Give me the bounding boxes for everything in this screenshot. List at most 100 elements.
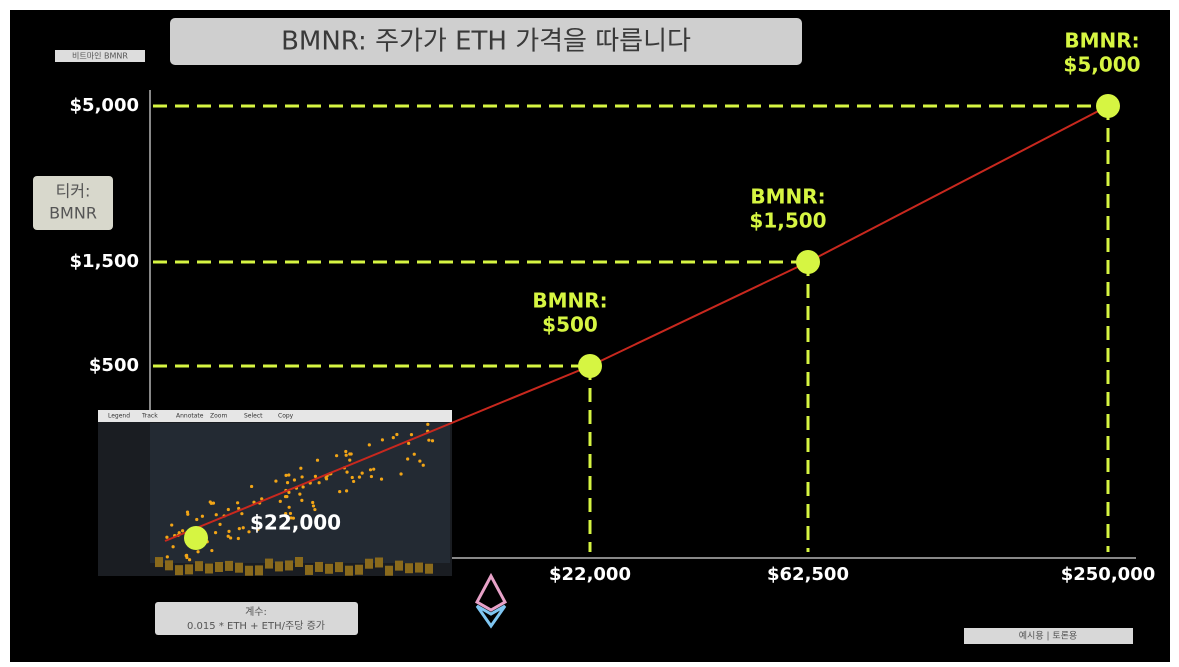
- inset-hist: [295, 556, 303, 567]
- inset-dot: [315, 458, 320, 462]
- inset-dot: [399, 472, 403, 476]
- inset-dot: [406, 457, 410, 461]
- inset-hist: [305, 564, 313, 575]
- inset-hist: [155, 557, 163, 568]
- inset-toolbar: [98, 410, 452, 422]
- annotation: BMNR:: [1064, 29, 1139, 53]
- inset-dot: [218, 522, 222, 526]
- inset-hist: [425, 563, 433, 574]
- annotation: BMNR:: [750, 185, 825, 209]
- title-box: [170, 18, 802, 65]
- inset-dot: [360, 471, 364, 475]
- inset-hist: [205, 563, 213, 574]
- inset-dot: [338, 490, 342, 494]
- inset-dot: [348, 458, 352, 462]
- inset-dot: [357, 475, 362, 479]
- inset-dot: [210, 548, 214, 553]
- annotation: $1,500: [749, 209, 826, 233]
- toolbar-label: Track: [141, 413, 158, 420]
- inset-dot: [249, 484, 254, 489]
- inset-hist: [245, 565, 253, 576]
- inset-dot: [247, 530, 251, 534]
- inset-dot: [213, 531, 218, 535]
- inset-dot: [311, 504, 316, 508]
- inset-dot: [368, 468, 373, 472]
- inset-dot: [227, 529, 231, 533]
- inset-dot: [226, 534, 230, 538]
- inset-dot: [240, 512, 244, 516]
- inset-dot: [301, 485, 305, 489]
- inset-dot: [260, 497, 264, 501]
- inset-dot: [256, 527, 260, 531]
- inset-hist: [255, 565, 263, 576]
- ticker-text: BMNR: [49, 204, 97, 223]
- toolbar-label: Select: [244, 413, 263, 420]
- inset-hist: [285, 560, 293, 571]
- badge: [55, 50, 145, 62]
- inset-dot: [313, 507, 317, 512]
- inset-dot: [284, 473, 288, 477]
- inset-dot: [324, 477, 329, 481]
- inset-dot: [171, 545, 175, 549]
- inset-dot: [350, 475, 354, 480]
- y-tick-label: $5,000: [70, 95, 139, 116]
- inset-hist: [175, 565, 183, 576]
- eth-logo: [474, 572, 508, 629]
- inset-dot: [430, 439, 435, 443]
- x-tick-label: $62,500: [767, 564, 849, 585]
- inset-dot: [379, 477, 384, 481]
- inset-hist: [325, 563, 333, 574]
- inset-dot: [236, 501, 240, 505]
- coef-text: 0.015 * ETH + ETH/주당 증가: [187, 620, 325, 632]
- x-tick-label: $22,000: [549, 564, 631, 585]
- inset-hist: [215, 561, 223, 572]
- inset-dot: [283, 494, 288, 499]
- inset-dot: [287, 490, 291, 494]
- badge-text: 비트마인 BMNR: [72, 51, 128, 61]
- inset-chart: Legend Track Annotate Zoom Select Copy: [98, 410, 452, 576]
- toolbar-label: Annotate: [176, 413, 204, 420]
- annotation: $5,000: [1063, 53, 1140, 77]
- inset-dot: [237, 526, 241, 531]
- inset-hist: [165, 560, 173, 571]
- inset-dot: [278, 499, 282, 503]
- point: [1096, 94, 1120, 118]
- point: [796, 250, 820, 274]
- inset-dot: [289, 516, 293, 520]
- inset-dot: [426, 422, 430, 426]
- inset-dot: [418, 459, 422, 463]
- inset-dot: [226, 507, 230, 512]
- inset-hist: [265, 558, 273, 569]
- ticker-box: [33, 176, 113, 230]
- y-tick-label: $500: [89, 355, 139, 376]
- x-tick-label: $250,000: [1061, 564, 1156, 585]
- inset-hist: [375, 557, 383, 568]
- inset-dot: [274, 479, 278, 483]
- inset-dot: [367, 443, 371, 447]
- inset-dot: [284, 512, 288, 516]
- coef-box: [155, 602, 358, 635]
- inset-dot: [300, 498, 304, 502]
- inset-dot: [345, 470, 349, 474]
- annotation: BMNR:: [532, 289, 607, 313]
- inset-dot: [288, 511, 293, 516]
- note-text: 예시용 | 토론용: [1019, 631, 1077, 642]
- inset-dot: [369, 474, 374, 479]
- inset-dot: [427, 438, 431, 442]
- inset-dot: [344, 453, 348, 457]
- inset-dot: [391, 435, 395, 440]
- inset-dot: [200, 514, 205, 518]
- inset-dot: [352, 479, 356, 484]
- inset-dot: [241, 526, 245, 530]
- inset-hist: [365, 558, 373, 569]
- ticker-text: 티커:: [56, 182, 91, 201]
- inset-dot: [299, 466, 303, 470]
- inset-hist: [355, 564, 363, 575]
- inset-hist: [225, 560, 233, 571]
- inset-dot: [344, 449, 348, 454]
- inset-hist: [275, 561, 283, 572]
- inset-dot: [298, 492, 302, 496]
- inset-dot: [214, 513, 218, 517]
- inset-hist: [185, 564, 193, 575]
